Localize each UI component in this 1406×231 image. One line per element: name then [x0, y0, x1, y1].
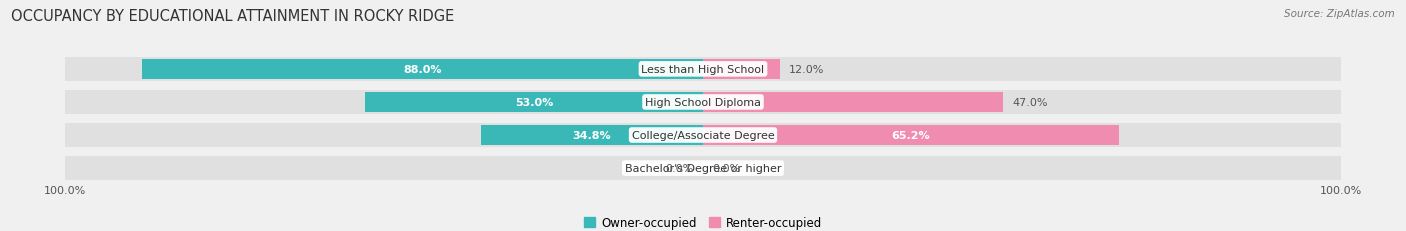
Text: High School Diploma: High School Diploma: [645, 97, 761, 107]
Text: 12.0%: 12.0%: [789, 65, 824, 75]
Bar: [142, 59, 703, 80]
Text: 100.0%: 100.0%: [44, 185, 86, 195]
Text: College/Associate Degree: College/Associate Degree: [631, 131, 775, 140]
Bar: [366, 92, 703, 113]
Bar: [65, 124, 1341, 147]
Text: 0.0%: 0.0%: [665, 163, 693, 173]
Bar: [481, 125, 703, 146]
Text: 65.2%: 65.2%: [891, 131, 931, 140]
Bar: [703, 92, 1002, 113]
Text: Less than High School: Less than High School: [641, 65, 765, 75]
Bar: [65, 58, 1341, 81]
Bar: [65, 91, 1341, 114]
Text: 100.0%: 100.0%: [1320, 185, 1362, 195]
Text: 53.0%: 53.0%: [515, 97, 553, 107]
Bar: [65, 157, 1341, 180]
Text: 88.0%: 88.0%: [404, 65, 441, 75]
Text: 34.8%: 34.8%: [572, 131, 612, 140]
Text: 47.0%: 47.0%: [1012, 97, 1047, 107]
Bar: [703, 125, 1119, 146]
Text: Source: ZipAtlas.com: Source: ZipAtlas.com: [1284, 9, 1395, 19]
Text: OCCUPANCY BY EDUCATIONAL ATTAINMENT IN ROCKY RIDGE: OCCUPANCY BY EDUCATIONAL ATTAINMENT IN R…: [11, 9, 454, 24]
Bar: [703, 59, 779, 80]
Legend: Owner-occupied, Renter-occupied: Owner-occupied, Renter-occupied: [579, 211, 827, 231]
Text: Bachelor's Degree or higher: Bachelor's Degree or higher: [624, 163, 782, 173]
Text: 0.0%: 0.0%: [713, 163, 741, 173]
